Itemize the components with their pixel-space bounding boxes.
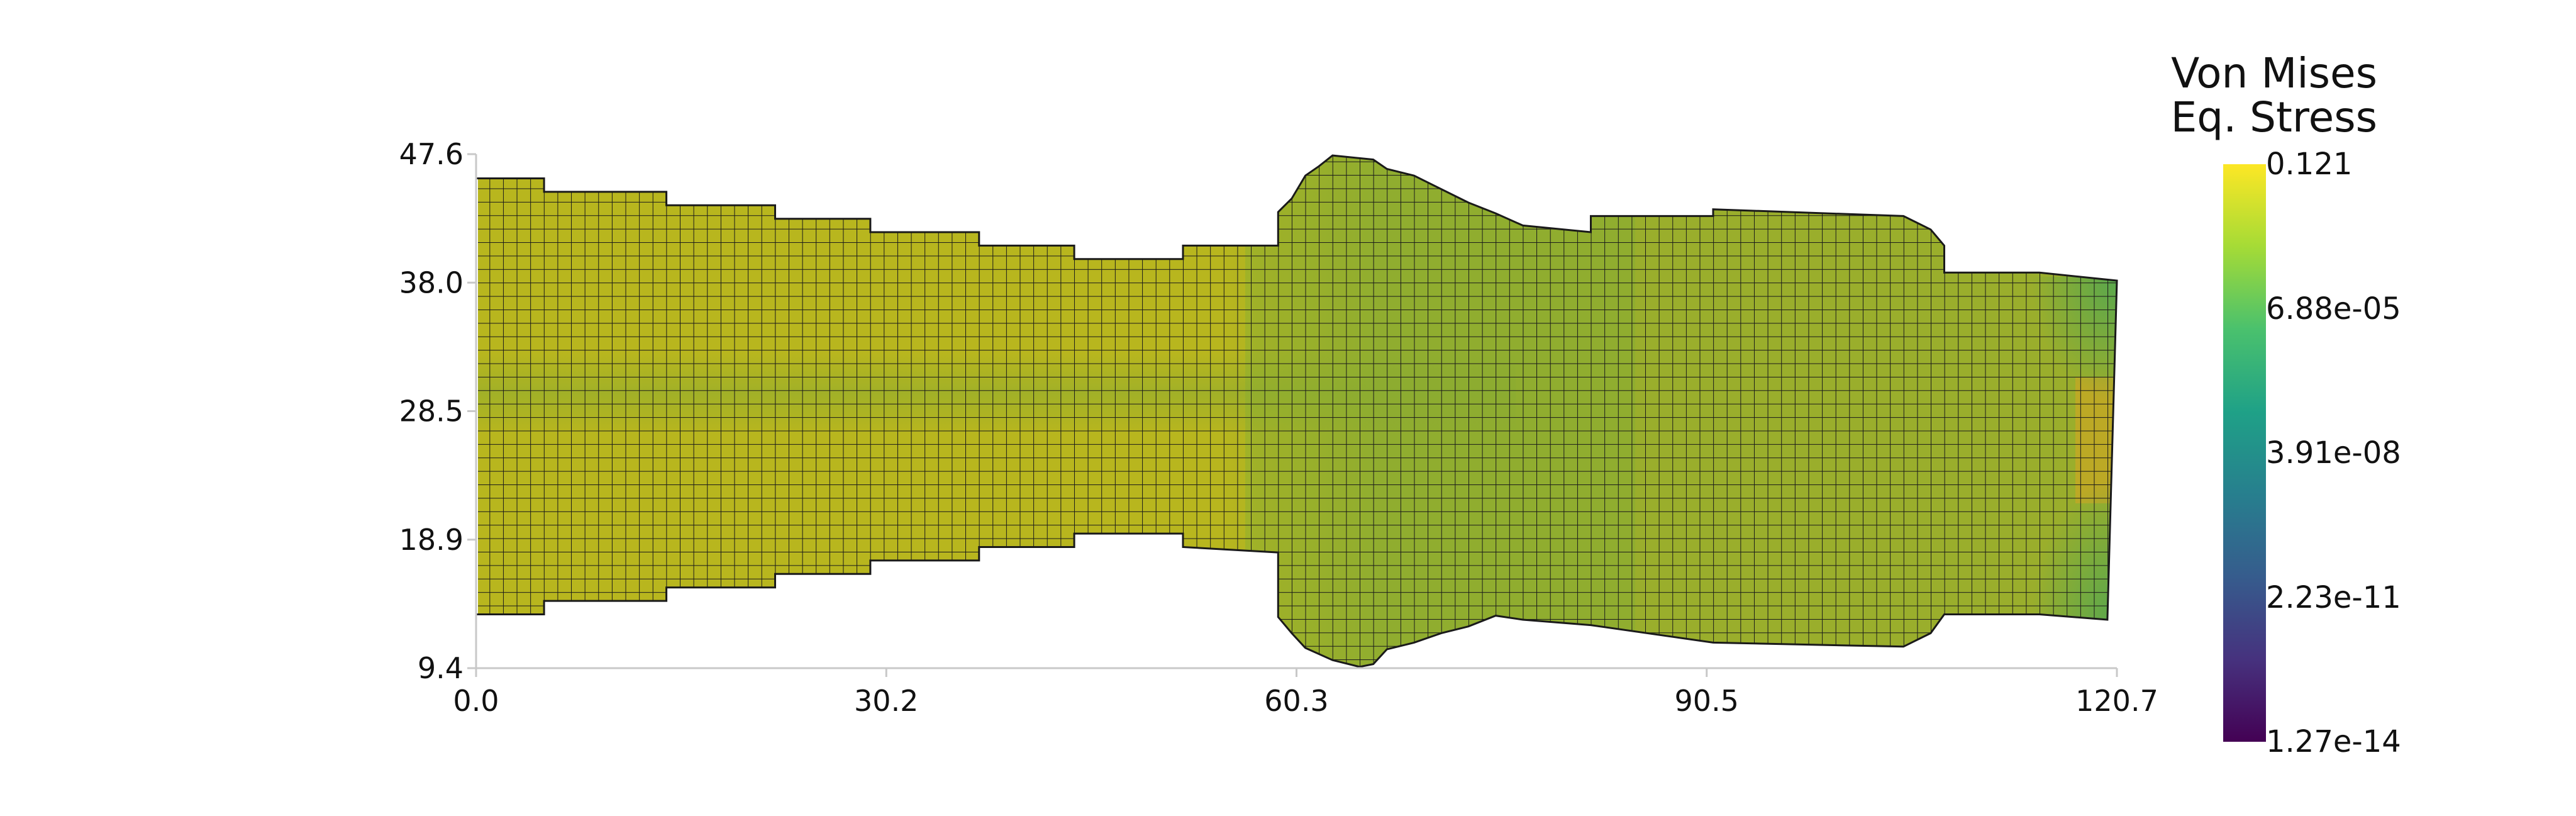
colorbar-title: Von Mises Eq. Stress <box>2088 52 2377 140</box>
y-tick-label: 47.6 <box>399 137 464 171</box>
axes: 0.0 30.2 60.3 90.5 120.7 47.6 38.0 28.5 18.9 9.4 <box>399 137 2158 718</box>
colorbar-title-line1: Von Mises <box>2171 49 2377 98</box>
y-tick-label: 38.0 <box>399 265 464 299</box>
x-tick-label: 120.7 <box>2075 684 2158 718</box>
colorbar-gradient <box>2223 164 2266 742</box>
y-tick-label: 9.4 <box>418 651 464 685</box>
x-tick-label: 30.2 <box>854 684 918 718</box>
mesh-outline <box>475 154 2118 668</box>
mesh-body <box>478 155 2117 667</box>
y-ticks: 47.6 38.0 28.5 18.9 9.4 <box>399 137 476 685</box>
colorbar-title-line2: Eq. Stress <box>2170 93 2377 142</box>
x-tick-label: 0.0 <box>453 684 499 718</box>
x-ticks: 0.0 30.2 60.3 90.5 120.7 <box>453 668 2158 718</box>
colorbar-label: 6.88e-05 <box>2266 291 2401 327</box>
y-tick-label: 18.9 <box>399 523 464 557</box>
x-tick-label: 60.3 <box>1264 684 1328 718</box>
colorbar-label: 3.91e-08 <box>2266 435 2401 471</box>
x-tick-label: 90.5 <box>1675 684 1739 718</box>
colorbar-label: 2.23e-11 <box>2266 579 2401 615</box>
colorbar-label: 0.121 <box>2266 147 2353 182</box>
colorbar-label: 1.27e-14 <box>2266 724 2401 759</box>
y-tick-label: 28.5 <box>399 394 464 428</box>
mesh-grid <box>478 155 2117 667</box>
